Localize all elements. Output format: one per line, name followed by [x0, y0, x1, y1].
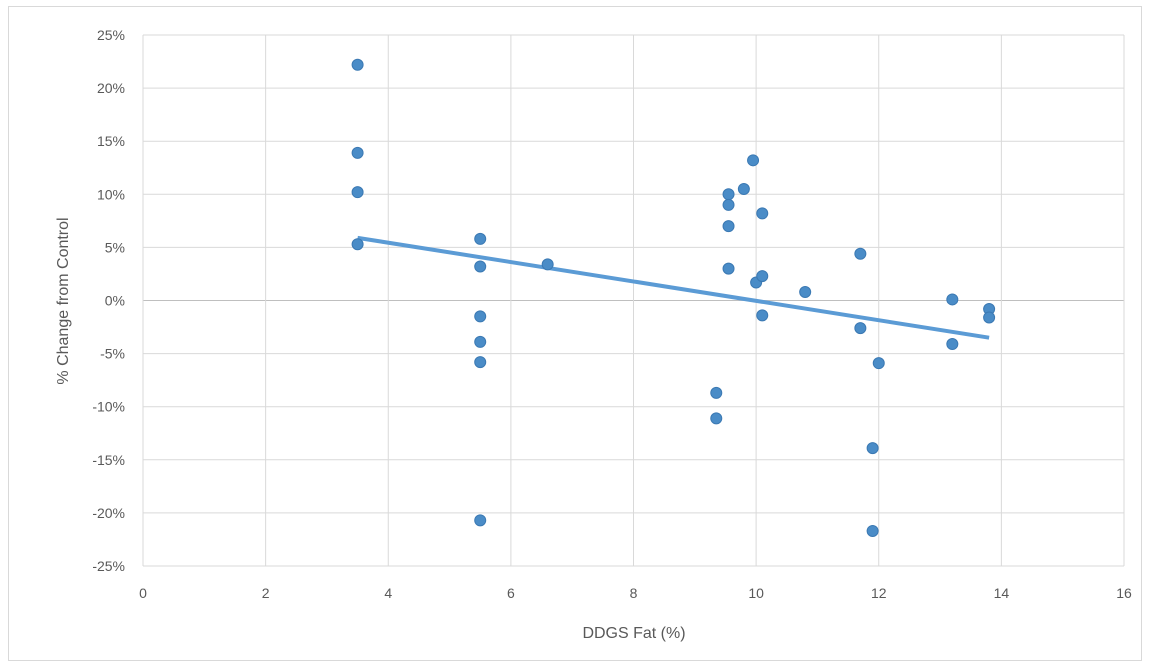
data-point: [351, 58, 364, 71]
data-point: [710, 412, 723, 425]
y-tick-label: 5%: [105, 239, 125, 255]
y-tick-label: 15%: [97, 133, 125, 149]
data-point: [854, 322, 867, 335]
x-tick-label: 12: [871, 585, 887, 601]
data-point: [747, 154, 760, 167]
y-tick-label: 20%: [97, 80, 125, 96]
data-point: [866, 524, 879, 537]
data-point: [474, 335, 487, 348]
x-tick-label: 14: [994, 585, 1010, 601]
data-point: [351, 238, 364, 251]
x-tick-label: 2: [262, 585, 270, 601]
y-tick-labels: -25% -20% -15% -10% -5% 0% 5% 10% 15% 20% 25%: [92, 27, 125, 574]
y-axis-title: % Change from Control: [55, 217, 72, 384]
x-tick-labels: 0 2 4 6 8 10 12 14 16: [139, 585, 1132, 601]
x-tick-label: 8: [630, 585, 638, 601]
data-point: [541, 258, 554, 271]
data-point: [710, 386, 723, 399]
x-tick-label: 6: [507, 585, 515, 601]
data-point: [799, 286, 812, 299]
y-tick-label: -10%: [92, 399, 125, 415]
data-point: [946, 338, 959, 351]
data-point: [474, 260, 487, 273]
data-point: [756, 207, 769, 220]
data-point: [474, 356, 487, 369]
trendline-layer: [357, 235, 990, 340]
data-points: [351, 58, 996, 537]
data-point: [866, 442, 879, 455]
x-axis-title: DDGS Fat (%): [582, 625, 685, 642]
x-tick-label: 4: [384, 585, 392, 601]
data-point: [737, 182, 750, 195]
x-tick-label: 16: [1116, 585, 1132, 601]
trendline: [357, 235, 990, 340]
data-point: [722, 220, 735, 233]
y-tick-label: 10%: [97, 186, 125, 202]
data-point: [722, 262, 735, 275]
data-point: [756, 309, 769, 322]
y-tick-label: -15%: [92, 452, 125, 468]
x-tick-label: 0: [139, 585, 147, 601]
gridlines: [142, 34, 1125, 567]
data-point: [722, 188, 735, 201]
x-tick-label: 10: [748, 585, 764, 601]
data-point: [474, 232, 487, 245]
y-tick-label: 0%: [105, 293, 125, 309]
data-point: [983, 311, 996, 324]
data-point: [872, 357, 885, 370]
data-point: [854, 247, 867, 260]
data-point: [351, 146, 364, 159]
data-point: [756, 270, 769, 283]
data-point: [722, 198, 735, 211]
y-tick-label: -25%: [92, 558, 125, 574]
y-tick-label: 25%: [97, 27, 125, 43]
data-point: [474, 310, 487, 323]
y-tick-label: -5%: [100, 346, 125, 362]
data-point: [946, 293, 959, 306]
data-point: [351, 186, 364, 199]
data-point: [474, 514, 487, 527]
y-tick-label: -20%: [92, 505, 125, 521]
